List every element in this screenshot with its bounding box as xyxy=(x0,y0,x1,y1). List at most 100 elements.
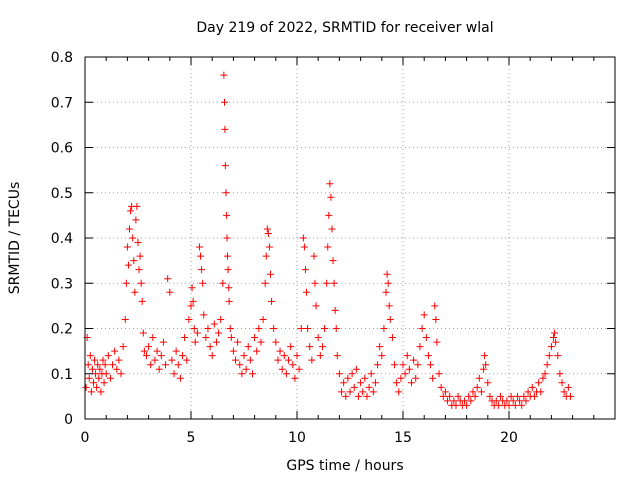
data-point xyxy=(316,352,324,360)
data-point xyxy=(82,383,90,391)
data-point xyxy=(511,401,519,409)
data-point xyxy=(346,388,354,396)
data-point xyxy=(188,284,196,292)
x-tick-label: 15 xyxy=(394,430,412,446)
data-point xyxy=(265,243,273,251)
data-point xyxy=(84,361,92,369)
data-point xyxy=(422,334,430,342)
data-point xyxy=(471,392,479,400)
data-point xyxy=(324,243,332,251)
x-tick-label: 0 xyxy=(81,430,90,446)
data-point xyxy=(420,311,428,319)
data-point xyxy=(303,288,311,296)
data-point xyxy=(505,401,513,409)
data-point xyxy=(484,379,492,387)
data-point xyxy=(225,297,233,305)
data-point xyxy=(212,338,220,346)
data-point xyxy=(240,352,248,360)
data-point xyxy=(535,379,543,387)
data-point xyxy=(86,352,94,360)
data-point xyxy=(482,361,490,369)
data-point xyxy=(371,379,379,387)
data-point xyxy=(255,325,263,332)
data-point xyxy=(200,311,208,319)
data-point xyxy=(465,392,473,400)
data-point xyxy=(382,288,390,296)
data-point xyxy=(179,352,187,360)
data-point xyxy=(524,388,532,396)
data-point xyxy=(376,343,384,351)
data-point xyxy=(497,392,505,400)
data-point xyxy=(437,383,445,391)
data-point xyxy=(223,234,231,242)
y-tick-label: 0.2 xyxy=(51,322,73,338)
data-point xyxy=(244,343,252,351)
data-point xyxy=(418,325,426,332)
data-point xyxy=(289,361,297,369)
data-point xyxy=(477,388,485,396)
data-point xyxy=(454,392,462,400)
data-point xyxy=(367,370,375,378)
data-point xyxy=(348,370,356,378)
y-tick-label: 0 xyxy=(64,412,73,428)
data-point xyxy=(198,266,206,274)
data-point xyxy=(276,347,284,355)
x-axis-label: GPS time / hours xyxy=(286,458,403,474)
data-point xyxy=(130,257,138,265)
data-point xyxy=(126,225,134,233)
data-point xyxy=(172,347,180,355)
data-point xyxy=(295,365,303,373)
data-point xyxy=(331,306,339,314)
y-tick-label: 0.6 xyxy=(51,141,73,157)
data-points xyxy=(82,71,574,409)
data-point xyxy=(352,365,360,373)
data-point xyxy=(556,370,564,378)
data-point xyxy=(328,225,336,233)
data-point xyxy=(261,279,269,287)
data-point xyxy=(291,374,299,382)
data-point xyxy=(287,343,295,351)
data-point xyxy=(202,334,210,342)
data-point xyxy=(138,297,146,305)
data-point xyxy=(122,279,130,287)
data-point xyxy=(486,392,494,400)
data-point xyxy=(311,279,319,287)
data-point xyxy=(222,189,230,197)
data-point xyxy=(439,392,447,400)
data-point xyxy=(520,392,528,400)
data-point xyxy=(162,361,170,369)
x-tick-label: 5 xyxy=(187,430,196,446)
data-point xyxy=(109,361,117,369)
data-point xyxy=(473,383,481,391)
data-point xyxy=(191,338,199,346)
data-point xyxy=(199,279,207,287)
data-point xyxy=(248,370,256,378)
data-point xyxy=(564,383,572,391)
data-point xyxy=(560,388,568,396)
data-point xyxy=(441,388,449,396)
y-tick-label: 0.4 xyxy=(51,231,73,247)
data-point xyxy=(104,352,112,360)
data-point xyxy=(365,383,373,391)
data-point xyxy=(229,347,237,355)
data-point xyxy=(528,383,536,391)
data-point xyxy=(509,397,517,405)
data-point xyxy=(106,374,114,382)
data-point xyxy=(566,392,574,400)
data-point xyxy=(326,180,334,188)
data-point xyxy=(221,162,229,170)
data-point xyxy=(407,379,415,387)
data-point xyxy=(131,288,139,296)
data-point xyxy=(383,270,391,278)
y-tick-label: 0.3 xyxy=(51,276,73,292)
data-point xyxy=(516,397,524,405)
data-point xyxy=(132,216,140,224)
data-point xyxy=(219,279,227,287)
data-point xyxy=(503,397,511,405)
data-point xyxy=(554,352,562,360)
data-point xyxy=(189,297,197,305)
data-point xyxy=(262,252,270,260)
y-tick-label: 0.5 xyxy=(51,186,73,202)
data-point xyxy=(91,356,99,364)
